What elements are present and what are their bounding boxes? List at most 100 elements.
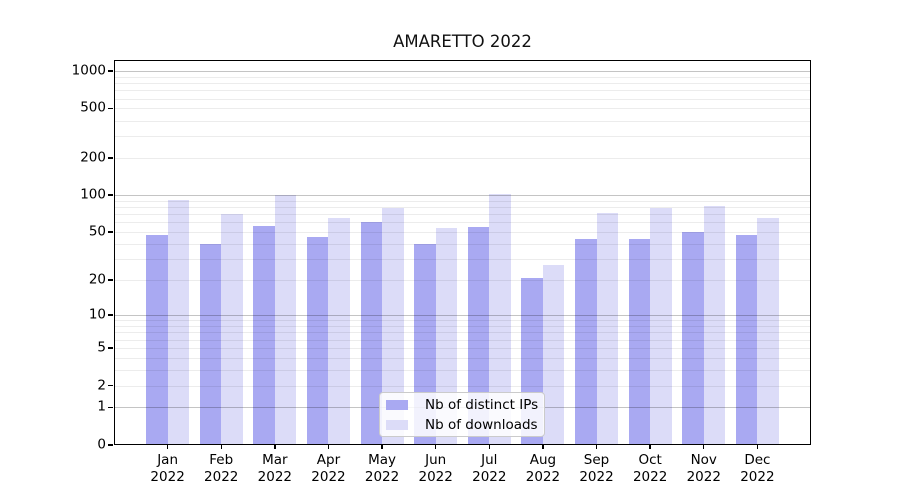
y-tick-label: 10 <box>88 306 106 323</box>
y-tick-label: 200 <box>80 149 106 166</box>
gridline-minor <box>114 348 811 349</box>
bar-distinct-ips-feb <box>199 243 222 445</box>
legend-swatch-distinct-ips <box>386 399 408 410</box>
x-tick-year: 2022 <box>740 468 775 485</box>
gridline-minor <box>114 259 811 261</box>
x-tick-label-dec: Dec 2022 <box>725 452 789 485</box>
legend-swatch-downloads <box>386 419 408 430</box>
x-tick-mark <box>166 445 169 449</box>
y-tick-label: 2 <box>97 377 106 394</box>
gridline-minor <box>114 280 811 282</box>
gridline-minor <box>114 90 811 92</box>
y-tick-label: 0 <box>97 436 106 453</box>
bar-downloads-apr <box>328 218 350 445</box>
x-tick-mark <box>381 445 383 449</box>
bar-downloads-sep <box>596 212 619 445</box>
x-tick-label-apr: Apr 2022 <box>296 452 360 485</box>
y-tick-mark <box>108 107 113 110</box>
x-tick-year: 2022 <box>364 468 400 485</box>
bar-distinct-ips-dec <box>735 235 758 445</box>
x-tick-month: Jul <box>481 452 498 468</box>
gridline-minor <box>114 108 811 110</box>
y-tick-label: 100 <box>80 186 106 203</box>
x-tick-mark <box>327 445 330 449</box>
bar-downloads-aug <box>542 264 565 445</box>
x-tick-label-aug: Aug 2022 <box>511 452 575 485</box>
x-tick-month: Feb <box>209 452 234 468</box>
x-tick-year: 2022 <box>525 468 561 485</box>
bar-downloads-feb <box>221 214 243 445</box>
gridline-minor <box>114 136 811 138</box>
x-tick-month: Aug <box>529 452 557 468</box>
gridline-minor <box>114 339 811 341</box>
y-tick-mark <box>108 231 113 233</box>
x-tick-label-jul: Jul 2022 <box>457 452 521 485</box>
x-tick-mark <box>649 445 651 449</box>
gridline-major <box>114 195 811 197</box>
gridline-minor <box>114 76 811 78</box>
legend-label-downloads: Nb of downloads <box>425 416 538 433</box>
bar-distinct-ips-nov <box>682 232 704 445</box>
gridline-minor <box>114 369 811 371</box>
y-tick-label: 1 <box>97 399 106 416</box>
gridline-minor <box>114 326 811 328</box>
x-tick-month: Apr <box>316 452 341 468</box>
bar-downloads-nov <box>703 206 726 445</box>
bar-distinct-ips-sep <box>575 238 597 445</box>
x-tick-year: 2022 <box>632 468 668 485</box>
bar-downloads-jul <box>489 194 511 445</box>
x-tick-mark <box>542 445 544 449</box>
bar-distinct-ips-oct <box>628 238 651 445</box>
x-tick-mark <box>756 445 759 449</box>
x-tick-month: Jan <box>157 452 179 468</box>
x-tick-mark <box>220 445 222 449</box>
x-tick-month: Dec <box>744 452 771 468</box>
y-tick-label: 5 <box>97 339 106 356</box>
plot-area <box>114 60 811 445</box>
y-tick-label: 500 <box>80 100 106 117</box>
x-tick-month: May <box>368 452 397 468</box>
y-tick-mark <box>108 279 113 281</box>
legend-label-distinct-ips: Nb of distinct IPs <box>425 396 539 413</box>
x-tick-label-mar: Mar 2022 <box>243 452 307 485</box>
gridline-minor <box>114 157 811 159</box>
y-tick-label: 50 <box>88 223 106 240</box>
y-tick-mark <box>108 384 113 387</box>
legend: Nb of distinct IPs Nb of downloads <box>379 392 545 437</box>
bar-distinct-ips-jul <box>467 227 490 445</box>
x-tick-year: 2022 <box>418 468 453 485</box>
x-tick-month: Oct <box>638 452 662 468</box>
x-tick-mark <box>274 445 276 449</box>
gridline-minor <box>114 83 811 85</box>
x-tick-label-oct: Oct 2022 <box>618 452 682 485</box>
x-tick-label-jan: Jan 2022 <box>136 452 200 485</box>
gridline-major <box>114 315 811 317</box>
gridline-minor <box>114 332 811 334</box>
y-tick-mark <box>108 406 113 409</box>
x-tick-year: 2022 <box>686 468 721 485</box>
y-tick-mark <box>108 347 113 349</box>
gridline-minor <box>114 207 811 209</box>
y-tick-mark <box>108 444 113 446</box>
y-tick-mark <box>108 314 113 316</box>
x-tick-month: Jun <box>425 452 447 468</box>
gridline-minor <box>114 98 811 100</box>
gridline-minor <box>114 120 811 122</box>
x-tick-label-feb: Feb 2022 <box>189 452 253 485</box>
y-tick-label: 20 <box>88 271 106 288</box>
bar-downloads-jun <box>435 228 458 445</box>
x-tick-year: 2022 <box>150 468 185 485</box>
bar-distinct-ips-mar <box>253 226 275 445</box>
x-tick-mark <box>703 445 705 449</box>
bar-downloads-dec <box>757 218 779 445</box>
x-tick-month: Mar <box>262 452 288 468</box>
x-tick-month: Sep <box>583 452 610 468</box>
bar-downloads-may <box>382 208 404 445</box>
x-tick-label-nov: Nov 2022 <box>672 452 736 485</box>
gridline-minor <box>114 357 811 359</box>
y-tick-mark <box>108 194 113 196</box>
gridline-minor <box>114 222 811 224</box>
x-tick-year: 2022 <box>579 468 614 485</box>
bar-distinct-ips-may <box>360 222 383 445</box>
